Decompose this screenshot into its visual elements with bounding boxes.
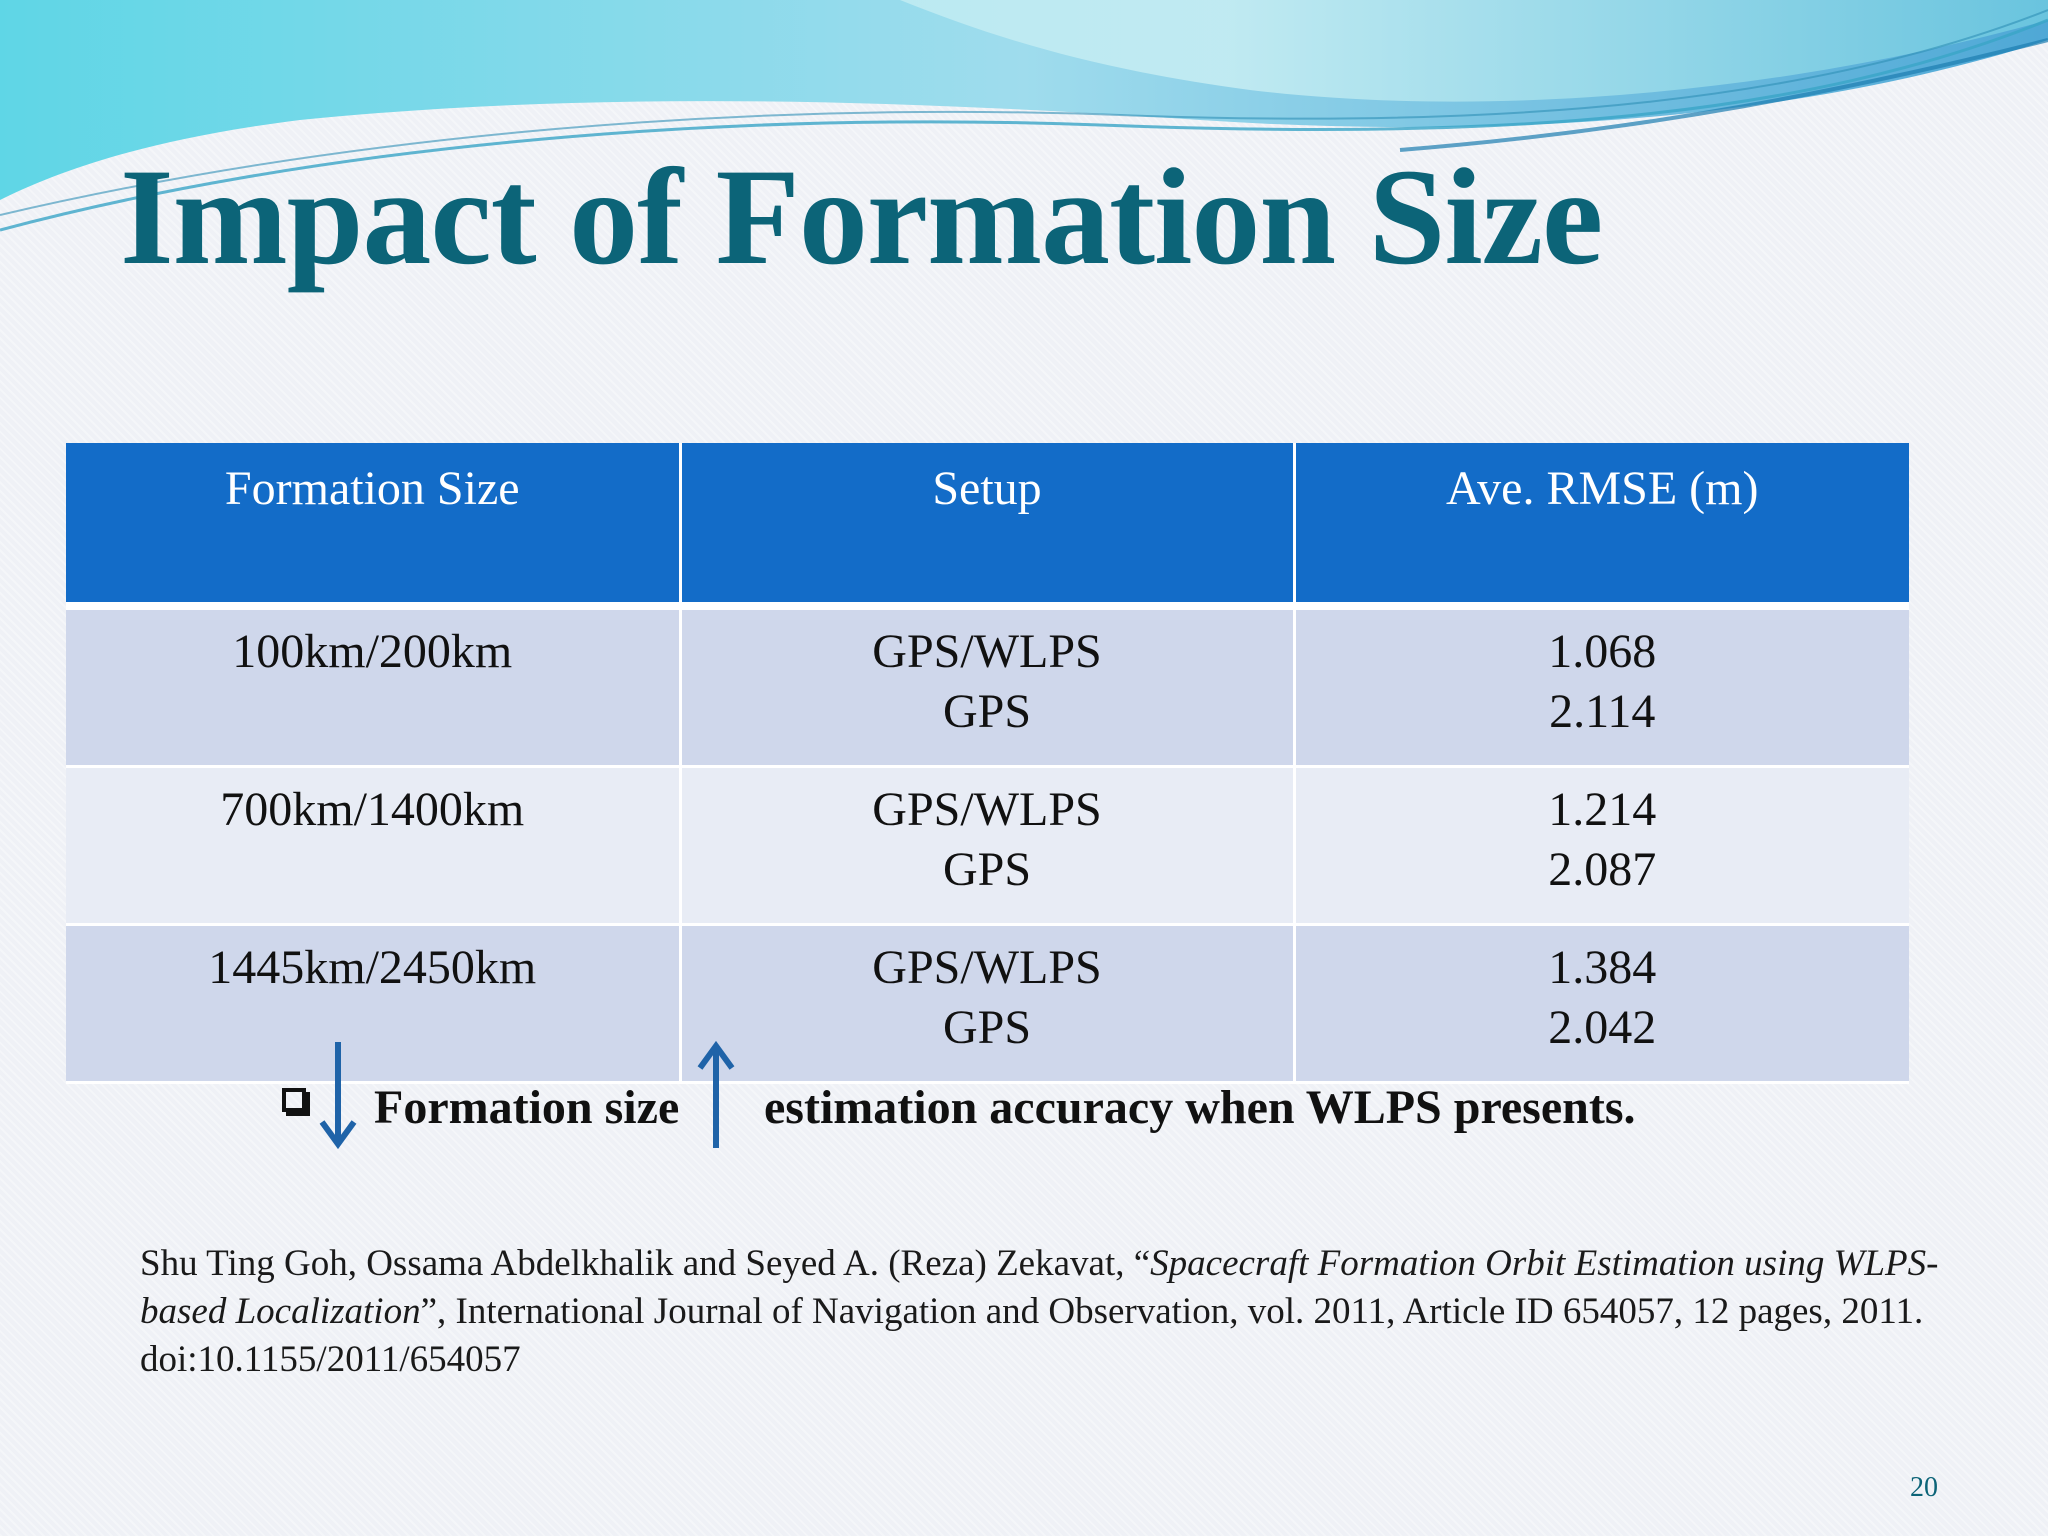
decorative-wave-header [0,0,2048,232]
cell-setup: GPS/WLPS GPS [680,766,1296,926]
citation-reference: Shu Ting Goh, Ossama Abdelkhalik and Sey… [140,1240,1980,1384]
setup-value: GPS [942,1001,1032,1054]
arrow-up-icon [697,1040,735,1148]
rmse-value: 2.114 [1549,685,1656,738]
header-ave-rmse: Ave. RMSE (m) [1294,443,1909,610]
note-accuracy-text: estimation accuracy when WLPS presents. [764,1081,1636,1134]
setup-value: GPS [942,685,1032,738]
table-row: 700km/1400km GPS/WLPS GPS 1.214 2.087 [66,766,1909,926]
rmse-value: 1.214 [1548,783,1657,836]
cell-formation-size: 100km/200km [66,606,682,768]
setup-value: GPS/WLPS [872,783,1102,836]
table-header-row: Formation Size Setup Ave. RMSE (m) [66,443,1909,610]
table-row: 1445km/2450km GPS/WLPS GPS 1.384 2.042 [66,924,1909,1084]
formation-size-value: 700km/1400km [220,783,525,836]
setup-value: GPS [942,843,1032,896]
page-number: 20 [1910,1472,1938,1503]
formation-size-value: 1445km/2450km [208,941,537,994]
cell-rmse: 1.384 2.042 [1294,924,1909,1084]
arrow-down-icon [319,1042,357,1150]
setup-value: GPS/WLPS [872,625,1102,678]
rmse-value: 1.384 [1548,941,1657,994]
results-table: Formation Size Setup Ave. RMSE (m) 100km… [66,443,1909,1084]
rmse-value: 2.042 [1548,1001,1657,1054]
cell-formation-size: 700km/1400km [66,766,682,926]
rmse-value: 1.068 [1548,625,1657,678]
setup-value: GPS/WLPS [872,941,1102,994]
cell-formation-size: 1445km/2450km [66,924,682,1084]
citation-authors: Shu Ting Goh, Ossama Abdelkhalik and Sey… [140,1243,1151,1284]
cell-rmse: 1.214 2.087 [1294,766,1909,926]
cell-setup: GPS/WLPS GPS [680,924,1296,1084]
slide-title: Impact of Formation Size [120,140,1603,293]
header-setup: Setup [680,443,1296,610]
formation-size-value: 100km/200km [232,625,513,678]
cell-setup: GPS/WLPS GPS [680,606,1296,768]
table-row: 100km/200km GPS/WLPS GPS 1.068 2.114 [66,606,1909,768]
rmse-value: 2.087 [1548,843,1657,896]
note-formation-size-text: Formation size [374,1081,680,1134]
citation-details: ”, International Journal of Navigation a… [140,1291,1924,1380]
cell-rmse: 1.068 2.114 [1294,606,1909,768]
header-formation-size: Formation Size [66,443,682,610]
checkbox-bullet-icon [282,1088,306,1112]
citation-paper-title: Spacecraft Formation Orbit Estimation us… [140,1243,1939,1332]
conclusion-note: Formation size estimation accuracy when … [278,1040,1778,1150]
